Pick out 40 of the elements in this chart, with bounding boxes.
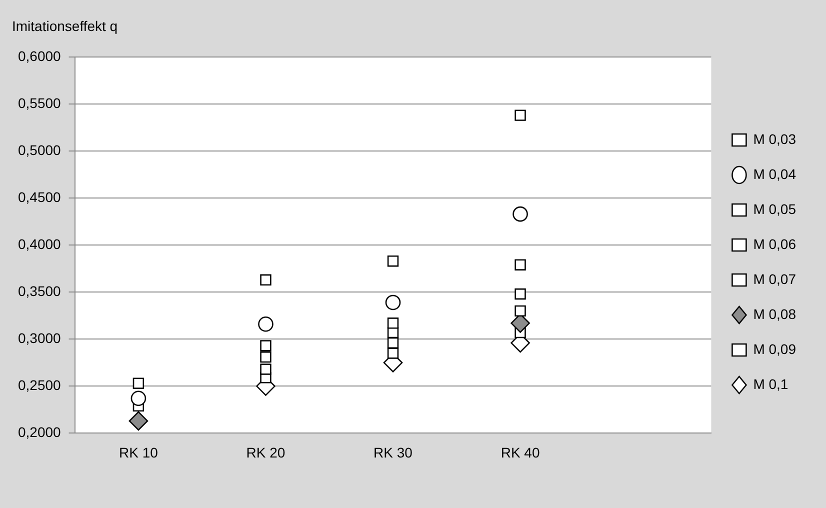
point [385,294,401,310]
y-tick-label: 0,3500 [18,282,62,299]
point [260,351,272,363]
y-tick-label: 0,2000 [18,424,62,440]
point [260,364,272,375]
point [387,318,399,329]
x-tick-label: RK 10 [118,444,158,460]
legend-label: M 0,05 [753,200,796,217]
y-tick-label: 0,3000 [18,330,62,346]
point [514,288,526,300]
legend-label: M 0,03 [753,130,796,147]
y-tick-label: 0,2500 [18,377,62,394]
point [387,255,399,267]
point [130,390,146,406]
y-axis-title: Imitationseffekt q [12,18,118,34]
point [387,348,399,359]
x-tick-label: RK 30 [374,444,413,460]
point [128,411,148,431]
y-tick-label: 0,5000 [18,142,62,158]
legend-label: M 0,08 [753,306,796,322]
y-tick-label: 0,5500 [18,94,62,111]
legend-label: M 0,07 [753,270,796,287]
legend-label: M 0,06 [753,236,796,252]
y-tick-label: 0,4500 [18,188,62,205]
point [132,378,144,389]
y-tick-label: 0,4000 [18,236,62,252]
legend-label: M 0,09 [753,340,796,357]
point [514,259,526,270]
point [387,337,399,349]
point [260,340,272,352]
point [512,206,528,222]
x-tick-label: RK 20 [246,444,286,460]
point [260,274,272,286]
x-tick-label: RK 40 [500,444,540,460]
point [514,110,526,121]
y-tick-label: 0,6000 [18,48,62,64]
legend-label: M 0,04 [753,166,796,182]
legend-label: M 0,1 [753,376,788,392]
point [514,305,526,317]
point [258,316,274,332]
